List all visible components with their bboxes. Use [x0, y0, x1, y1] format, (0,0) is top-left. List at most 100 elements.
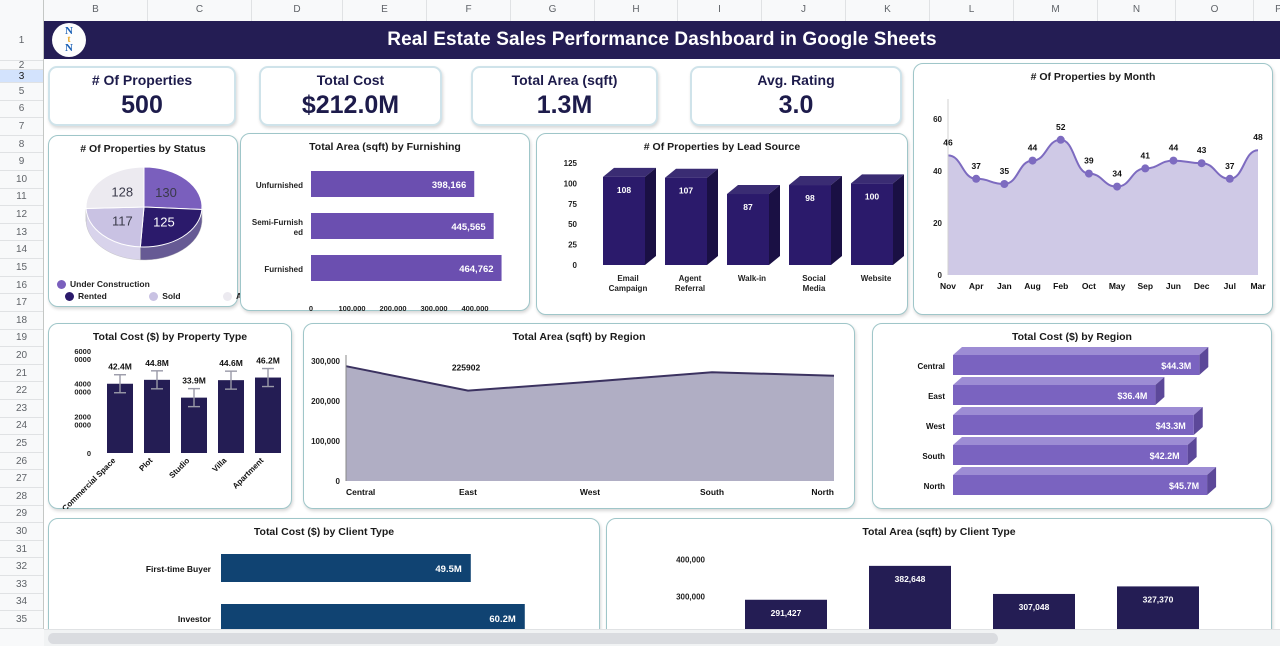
bar-investor[interactable]	[221, 604, 525, 632]
kpi-card-avg-rating[interactable]: Avg. Rating 3.0	[690, 66, 902, 126]
row-header-34[interactable]: 34	[0, 593, 43, 612]
row-header-23[interactable]: 23	[0, 399, 43, 418]
row-header-25[interactable]: 25	[0, 435, 43, 453]
column-header-F[interactable]: F	[427, 0, 511, 21]
bar-furnished[interactable]	[311, 255, 502, 281]
bar-central[interactable]	[953, 347, 1209, 375]
column-header-L[interactable]: L	[930, 0, 1014, 21]
row-header-30[interactable]: 30	[0, 523, 43, 541]
bar-north[interactable]	[953, 467, 1217, 495]
bar-semi-furnished[interactable]	[311, 213, 494, 239]
row-header-28[interactable]: 28	[0, 488, 43, 506]
column-header-B[interactable]: B	[44, 0, 148, 21]
column-header-E[interactable]: E	[343, 0, 427, 21]
chart-cost-by-property-type[interactable]: Total Cost ($) by Property Type 0 2000 000…	[48, 323, 292, 509]
bar-first-time-buyer[interactable]	[221, 554, 471, 582]
bar-agent-referral[interactable]	[665, 168, 718, 265]
chart-properties-by-status[interactable]: # Of Properties by Status 130 125 117 128 U…	[48, 135, 273, 307]
data-point[interactable]	[1225, 174, 1234, 183]
column-header-O[interactable]: O	[1176, 0, 1254, 21]
row-header-26[interactable]: 26	[0, 452, 43, 471]
kpi-card-properties[interactable]: # Of Properties 500	[48, 66, 236, 126]
row-header-24[interactable]: 24	[0, 417, 43, 436]
row-header-16[interactable]: 16	[0, 276, 43, 295]
data-point[interactable]	[1141, 164, 1150, 173]
column-header-J[interactable]: J	[762, 0, 846, 21]
y-tick-label: 100,000	[311, 437, 340, 446]
column-header-P[interactable]: P	[1254, 0, 1280, 21]
data-point[interactable]	[1169, 156, 1178, 165]
row-header-14[interactable]: 14	[0, 241, 43, 260]
row-header-33[interactable]: 33	[0, 576, 43, 594]
row-header-3[interactable]: 3	[0, 70, 43, 83]
column-header-M[interactable]: M	[1014, 0, 1098, 21]
row-header-12[interactable]: 12	[0, 206, 43, 224]
data-point[interactable]	[1056, 135, 1065, 144]
bar-plot[interactable]	[144, 379, 170, 453]
row-header-8[interactable]: 8	[0, 135, 43, 154]
horizontal-scrollbar[interactable]	[44, 629, 1280, 646]
row-header-31[interactable]: 31	[0, 540, 43, 559]
row-header-13[interactable]: 13	[0, 223, 43, 242]
row-header-2[interactable]: 2	[0, 60, 43, 71]
data-point[interactable]	[1197, 159, 1206, 168]
bar-east[interactable]	[953, 377, 1165, 405]
column-header-C[interactable]: C	[148, 0, 252, 21]
chart-area-by-client-type[interactable]: Total Area (sqft) by Client Type 200,000…	[606, 518, 1272, 646]
bar-villa[interactable]	[218, 380, 244, 453]
data-point[interactable]	[972, 174, 981, 183]
data-point[interactable]	[1000, 180, 1009, 188]
column-header-N[interactable]: N	[1098, 0, 1176, 21]
pie-value-label: 128	[111, 185, 133, 200]
column-header-K[interactable]: K	[846, 0, 930, 21]
chart-area-by-region[interactable]: Total Area (sqft) by Region 0 100,000 200,…	[303, 323, 855, 509]
bar-apartment[interactable]	[255, 377, 281, 453]
row-header-6[interactable]: 6	[0, 100, 43, 119]
column-header-H[interactable]: H	[595, 0, 678, 21]
row-header-35[interactable]: 35	[0, 611, 43, 629]
data-point[interactable]	[1113, 182, 1122, 191]
pie-slice-available[interactable]	[85, 166, 145, 210]
bar-south[interactable]	[953, 437, 1197, 465]
row-header-9[interactable]: 9	[0, 153, 43, 172]
row-header-21[interactable]: 21	[0, 364, 43, 383]
chart-properties-by-month[interactable]: # Of Properties by Month 0 20 40 60 46 Nov 37 A…	[913, 63, 1273, 315]
column-header-I[interactable]: I	[678, 0, 762, 21]
chart-area-by-furnishing[interactable]: Total Area (sqft) by Furnishing 398,166 U…	[240, 133, 530, 311]
row-header-32[interactable]: 32	[0, 558, 43, 577]
row-header-29[interactable]: 29	[0, 505, 43, 524]
row-header-20[interactable]: 20	[0, 347, 43, 365]
row-header-19[interactable]: 19	[0, 329, 43, 348]
row-header-7[interactable]: 7	[0, 118, 43, 136]
row-header-5[interactable]: 5	[0, 83, 43, 101]
bar-email-campaign[interactable]	[603, 167, 656, 265]
row-header-27[interactable]: 27	[0, 470, 43, 489]
column-header-D[interactable]: D	[252, 0, 343, 21]
row-header-17[interactable]: 17	[0, 294, 43, 312]
bar-website[interactable]	[851, 174, 904, 265]
kpi-card-total-cost[interactable]: Total Cost $212.0M	[259, 66, 442, 126]
select-all-corner[interactable]	[0, 0, 44, 21]
chart-properties-by-lead-source[interactable]: # Of Properties by Lead Source 0 25 50 75 10…	[536, 133, 908, 315]
row-header-11[interactable]: 11	[0, 188, 43, 207]
row-header-22[interactable]: 22	[0, 382, 43, 400]
row-header-10[interactable]: 10	[0, 171, 43, 189]
row-header-1[interactable]: 1	[0, 21, 43, 61]
bar-unfurnished[interactable]	[311, 171, 475, 197]
pie-slice-sold[interactable]	[85, 206, 145, 248]
pie-slice-rented[interactable]	[139, 206, 203, 248]
bar-social-media[interactable]	[789, 176, 842, 265]
data-point[interactable]	[1028, 156, 1037, 165]
bar-walk-in[interactable]	[727, 185, 780, 265]
chart-cost-by-client-type[interactable]: Total Cost ($) by Client Type 49.5M First…	[48, 518, 600, 646]
chart-cost-by-region[interactable]: Total Cost ($) by Region $44.3M Central $3…	[872, 323, 1272, 509]
row-header-15[interactable]: 15	[0, 259, 43, 277]
data-point[interactable]	[1084, 169, 1093, 178]
column-header-G[interactable]: G	[511, 0, 595, 21]
bar-commercial-space[interactable]	[107, 383, 133, 453]
horizontal-scrollbar-thumb[interactable]	[48, 633, 998, 644]
bar-west[interactable]	[953, 407, 1203, 435]
kpi-card-total-area[interactable]: Total Area (sqft) 1.3M	[471, 66, 658, 126]
pie-slice-under-construction[interactable]	[143, 166, 203, 211]
row-header-18[interactable]: 18	[0, 311, 43, 330]
